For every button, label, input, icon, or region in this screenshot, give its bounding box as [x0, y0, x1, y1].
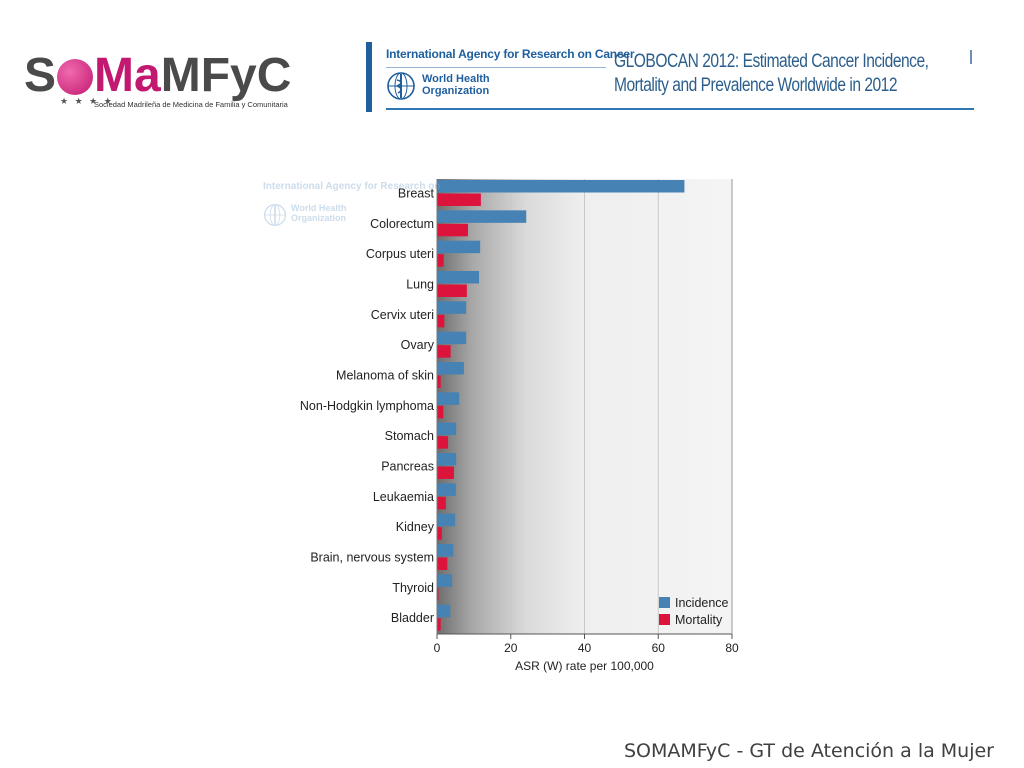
mortality-bar [437, 254, 444, 267]
incidence-bar [437, 422, 457, 436]
cancer-rate-chart: Breast Colorectum Corpus uteri Lung Cervix u… [255, 165, 760, 685]
header-title-line1: GLOBOCAN 2012: Estimated Cancer Incidenc… [614, 51, 929, 72]
mortality-bar [437, 436, 449, 449]
mortality-bar [437, 375, 441, 388]
incidence-bar [437, 483, 456, 496]
header-bottom-rule [386, 108, 974, 110]
category-label: Ovary [401, 338, 435, 352]
category-label: Breast [398, 187, 435, 201]
category-label: Leukaemia [373, 490, 434, 504]
header-accent-bar [366, 42, 372, 112]
x-axis-title: ASR (W) rate per 100,000 [515, 659, 654, 673]
legend-swatch [659, 597, 670, 608]
header-who-line2: Organization [422, 85, 490, 97]
bar-chart-svg: Breast Colorectum Corpus uteri Lung Cervix u… [300, 179, 739, 673]
logo-letters-ma: Ma [94, 49, 161, 102]
mortality-bar [437, 223, 468, 237]
x-tick-label: 0 [434, 641, 441, 655]
header-tick-mark [970, 50, 972, 64]
incidence-bar [437, 362, 464, 375]
incidence-bar [437, 513, 456, 527]
header-title: GLOBOCAN 2012: Estimated Cancer Incidenc… [614, 50, 929, 98]
mortality-bar [437, 557, 448, 570]
mortality-bar [437, 193, 481, 206]
logo-letter-s: S [24, 49, 57, 102]
category-label: Thyroid [392, 581, 434, 595]
incidence-bar [437, 392, 460, 405]
legend-label: Mortality [675, 613, 723, 627]
incidence-bar [437, 331, 467, 345]
category-label: Brain, nervous system [310, 551, 434, 565]
mortality-bar [437, 618, 441, 631]
logo-stars-icon: ★ ★ ★ ★ [60, 96, 114, 106]
globocan-header: International Agency for Research on Can… [366, 40, 976, 112]
logo-pink-circle-icon [57, 59, 94, 95]
category-label: Non-Hodgkin lymphoma [300, 399, 434, 413]
mortality-bar [437, 314, 445, 328]
incidence-bar [437, 210, 527, 223]
category-label: Cervix uteri [371, 308, 434, 322]
incidence-bar [437, 240, 481, 254]
slide-footer: SOMAMFyC - GT de Atención a la Mujer [623, 740, 994, 762]
incidence-bar [437, 453, 457, 466]
category-label: Melanoma of skin [336, 369, 434, 383]
x-tick-label: 80 [725, 641, 739, 655]
legend-label: Incidence [675, 596, 729, 610]
category-label: Corpus uteri [366, 247, 434, 261]
category-label: Stomach [385, 429, 434, 443]
mortality-bar [437, 527, 442, 540]
incidence-bar [437, 544, 454, 557]
category-label: Bladder [391, 611, 434, 625]
x-tick-label: 60 [652, 641, 666, 655]
header-who-label: World Health Organization [422, 73, 490, 97]
mortality-bar [437, 587, 439, 601]
incidence-bar [437, 301, 467, 314]
logo-letters-mfyc: MFyC [160, 49, 292, 102]
incidence-bar [437, 574, 453, 587]
logo-wordmark: S MaMFyC [24, 48, 291, 104]
logo-subtitle: Sociedad Madrileña de Medicina de Famili… [94, 100, 288, 109]
x-tick-label: 40 [578, 641, 592, 655]
category-label: Colorectum [370, 217, 434, 231]
header-agency: International Agency for Research on Can… [386, 47, 635, 61]
header-who-line1: World Health [422, 73, 490, 85]
mortality-bar [437, 466, 454, 479]
header-title-line2: Mortality and Prevalence Worldwide in 20… [614, 75, 898, 96]
mortality-bar [437, 345, 451, 358]
category-label: Kidney [396, 520, 435, 534]
who-emblem-icon [387, 72, 415, 100]
somamfyc-logo: S MaMFyC ★ ★ ★ ★ Sociedad Madrileña de Me… [24, 48, 304, 113]
category-label: Pancreas [381, 460, 434, 474]
mortality-bar [437, 496, 446, 510]
mortality-bar [437, 284, 467, 297]
category-label: Lung [406, 278, 434, 292]
incidence-bar [437, 271, 480, 284]
mortality-bar [437, 405, 444, 419]
header-divider [386, 67, 606, 68]
legend-swatch [659, 614, 670, 625]
incidence-bar [437, 180, 685, 193]
x-tick-label: 20 [504, 641, 518, 655]
incidence-bar [437, 604, 451, 618]
